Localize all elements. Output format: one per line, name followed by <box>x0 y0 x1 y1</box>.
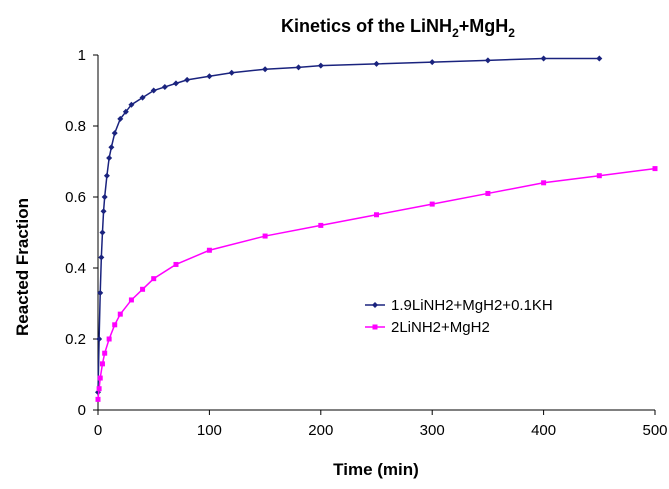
legend-label-series-2: 2LiNH2+MgH2 <box>391 319 490 336</box>
data-point <box>429 59 436 66</box>
legend-marker-series-1 <box>372 302 378 308</box>
x-tick-label: 400 <box>531 422 556 439</box>
data-point <box>429 201 435 207</box>
y-axis-title: Reacted Fraction <box>13 198 32 336</box>
data-point <box>122 108 129 115</box>
plot-series <box>95 55 658 402</box>
data-point <box>100 208 107 215</box>
data-point <box>101 194 108 200</box>
data-point <box>99 361 105 367</box>
data-point <box>317 62 324 69</box>
data-point <box>184 76 191 83</box>
data-point <box>95 396 101 402</box>
y-tick-label: 0.4 <box>65 260 86 277</box>
y-tick-label: 0.2 <box>65 331 86 348</box>
data-point <box>112 322 118 328</box>
data-point <box>318 222 324 228</box>
y-axis-ticks: 0 0.2 0.4 0.6 0.8 1 <box>65 47 98 419</box>
x-tick-label: 300 <box>420 422 445 439</box>
x-axis-ticks: 0 100 200 300 400 500 <box>94 410 668 439</box>
x-tick-label: 0 <box>94 422 102 439</box>
series-1 <box>95 55 603 396</box>
y-tick-label: 0.6 <box>65 189 86 206</box>
y-tick-label: 1 <box>78 47 86 64</box>
data-point <box>117 311 123 317</box>
data-point <box>106 154 113 161</box>
data-point <box>262 66 269 73</box>
data-point <box>99 229 106 236</box>
data-point <box>97 375 103 381</box>
data-point <box>172 80 179 87</box>
data-point <box>161 83 168 90</box>
data-point <box>541 180 547 186</box>
legend-label-series-1: 1.9LiNH2+MgH2+0.1KH <box>391 297 553 314</box>
data-point <box>103 172 110 179</box>
x-axis-title: Time (min) <box>333 460 419 479</box>
x-tick-label: 100 <box>197 422 222 439</box>
data-point <box>96 386 102 392</box>
data-point <box>128 297 134 303</box>
data-point <box>485 190 491 196</box>
legend-marker-series-2 <box>372 324 378 330</box>
data-point <box>102 350 108 356</box>
data-point <box>96 336 103 342</box>
data-point <box>128 101 135 108</box>
legend: 1.9LiNH2+MgH2+0.1KH 2LiNH2+MgH2 <box>365 297 553 336</box>
data-point <box>596 173 602 179</box>
data-point <box>262 233 268 239</box>
data-point <box>98 254 105 261</box>
data-point <box>97 289 104 296</box>
data-point <box>373 60 380 67</box>
data-point <box>111 130 118 137</box>
data-point <box>652 166 658 172</box>
series-2 <box>95 166 658 402</box>
data-point <box>596 55 603 62</box>
data-point <box>540 55 547 62</box>
data-point <box>206 73 213 80</box>
data-point <box>139 94 146 101</box>
x-tick-label: 500 <box>642 422 667 439</box>
data-point <box>108 144 115 151</box>
x-tick-label: 200 <box>308 422 333 439</box>
data-point <box>374 212 379 218</box>
data-point <box>206 247 212 253</box>
data-point <box>173 261 179 267</box>
y-tick-label: 0 <box>78 402 86 419</box>
data-point <box>140 286 146 292</box>
data-point <box>484 57 491 64</box>
y-tick-label: 0.8 <box>65 118 86 135</box>
data-point <box>117 115 124 122</box>
data-point <box>228 69 235 76</box>
chart-title: Kinetics of the LiNH2+MgH2 <box>281 16 515 40</box>
data-point <box>151 276 157 282</box>
data-point <box>295 64 302 71</box>
data-point <box>106 336 112 342</box>
data-point <box>150 87 157 94</box>
axes <box>97 55 655 411</box>
